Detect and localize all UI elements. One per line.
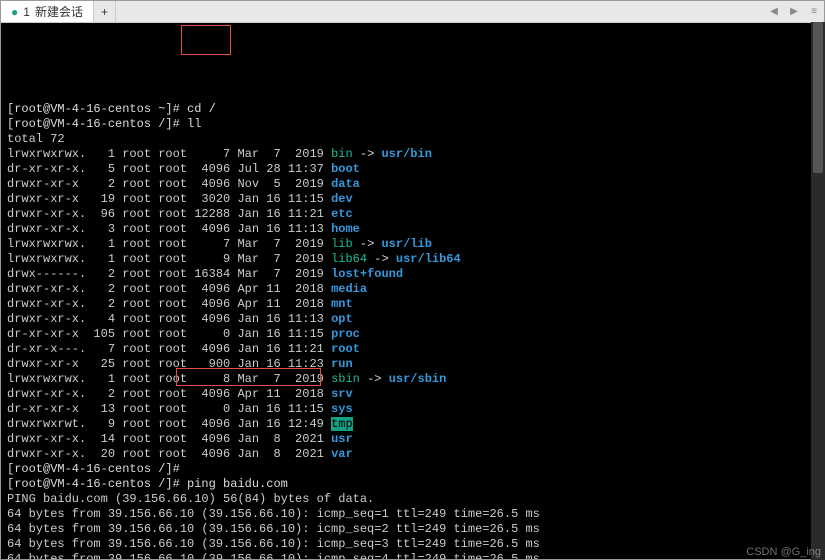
terminal-line: [root@VM-4-16-centos /]# xyxy=(7,462,818,477)
terminal-line: 64 bytes from 39.156.66.10 (39.156.66.10… xyxy=(7,522,818,537)
terminal-line: drwx------. 2 root root 16384 Mar 7 2019… xyxy=(7,267,818,282)
terminal-line: drwxr-xr-x 19 root root 3020 Jan 16 11:1… xyxy=(7,192,818,207)
new-tab-button[interactable]: + xyxy=(94,1,116,22)
terminal-line: lrwxrwxrwx. 1 root root 7 Mar 7 2019 bin… xyxy=(7,147,818,162)
scrollbar[interactable] xyxy=(811,22,825,560)
plus-icon: + xyxy=(101,5,108,19)
terminal-line: lrwxrwxrwx. 1 root root 7 Mar 7 2019 lib… xyxy=(7,237,818,252)
menu-icon: ≡ xyxy=(811,6,817,17)
scrollbar-thumb[interactable] xyxy=(813,22,823,173)
nav-left-button[interactable]: ◀ xyxy=(764,1,784,22)
tab-session-1[interactable]: ● 1 新建会话 xyxy=(1,1,94,22)
terminal-line: dr-xr-x---. 7 root root 4096 Jan 16 11:2… xyxy=(7,342,818,357)
terminal-line: 64 bytes from 39.156.66.10 (39.156.66.10… xyxy=(7,552,818,559)
nav-menu-button[interactable]: ≡ xyxy=(804,1,824,22)
terminal-line: drwxr-xr-x. 20 root root 4096 Jan 8 2021… xyxy=(7,447,818,462)
tab-number: 1 xyxy=(23,5,30,19)
terminal-line: [root@VM-4-16-centos /]# ping baidu.com xyxy=(7,477,818,492)
terminal-line: 64 bytes from 39.156.66.10 (39.156.66.10… xyxy=(7,507,818,522)
terminal-output[interactable]: [root@VM-4-16-centos ~]# cd /[root@VM-4-… xyxy=(1,23,824,559)
terminal-line: drwxrwxrwt. 9 root root 4096 Jan 16 12:4… xyxy=(7,417,818,432)
terminal-line: drwxr-xr-x. 2 root root 4096 Apr 11 2018… xyxy=(7,297,818,312)
terminal-line: drwxr-xr-x. 2 root root 4096 Apr 11 2018… xyxy=(7,387,818,402)
terminal-line: PING baidu.com (39.156.66.10) 56(84) byt… xyxy=(7,492,818,507)
nav-buttons: ◀ ▶ ≡ xyxy=(764,1,824,22)
terminal-line: drwxr-xr-x. 4 root root 4096 Jan 16 11:1… xyxy=(7,312,818,327)
terminal-line: total 72 xyxy=(7,132,818,147)
terminal-line: 64 bytes from 39.156.66.10 (39.156.66.10… xyxy=(7,537,818,552)
terminal-line: drwxr-xr-x. 14 root root 4096 Jan 8 2021… xyxy=(7,432,818,447)
watermark: CSDN @G_ing xyxy=(746,546,821,558)
terminal-line: lrwxrwxrwx. 1 root root 8 Mar 7 2019 sbi… xyxy=(7,372,818,387)
terminal-line: drwxr-xr-x. 3 root root 4096 Jan 16 11:1… xyxy=(7,222,818,237)
nav-right-button[interactable]: ▶ xyxy=(784,1,804,22)
status-dot-icon: ● xyxy=(11,5,18,19)
terminal-line: dr-xr-xr-x 13 root root 0 Jan 16 11:15 s… xyxy=(7,402,818,417)
chevron-right-icon: ▶ xyxy=(790,6,798,17)
terminal-line: dr-xr-xr-x 105 root root 0 Jan 16 11:15 … xyxy=(7,327,818,342)
title-bar: ● 1 新建会话 + ◀ ▶ ≡ xyxy=(1,1,824,23)
tab-title: 新建会话 xyxy=(35,3,83,20)
terminal-line: lrwxrwxrwx. 1 root root 9 Mar 7 2019 lib… xyxy=(7,252,818,267)
terminal-line: drwxr-xr-x 2 root root 4096 Nov 5 2019 d… xyxy=(7,177,818,192)
terminal-line: [root@VM-4-16-centos /]# ll xyxy=(7,117,818,132)
terminal-line: drwxr-xr-x 25 root root 900 Jan 16 11:23… xyxy=(7,357,818,372)
terminal-line: dr-xr-xr-x. 5 root root 4096 Jul 28 11:3… xyxy=(7,162,818,177)
terminal-line: drwxr-xr-x. 96 root root 12288 Jan 16 11… xyxy=(7,207,818,222)
terminal-line: drwxr-xr-x. 2 root root 4096 Apr 11 2018… xyxy=(7,282,818,297)
terminal-line: [root@VM-4-16-centos ~]# cd / xyxy=(7,102,818,117)
chevron-left-icon: ◀ xyxy=(770,6,778,17)
terminal-window: ● 1 新建会话 + ◀ ▶ ≡ [root@VM-4-16-centos ~]… xyxy=(0,0,825,560)
highlight-box-1 xyxy=(181,25,231,55)
